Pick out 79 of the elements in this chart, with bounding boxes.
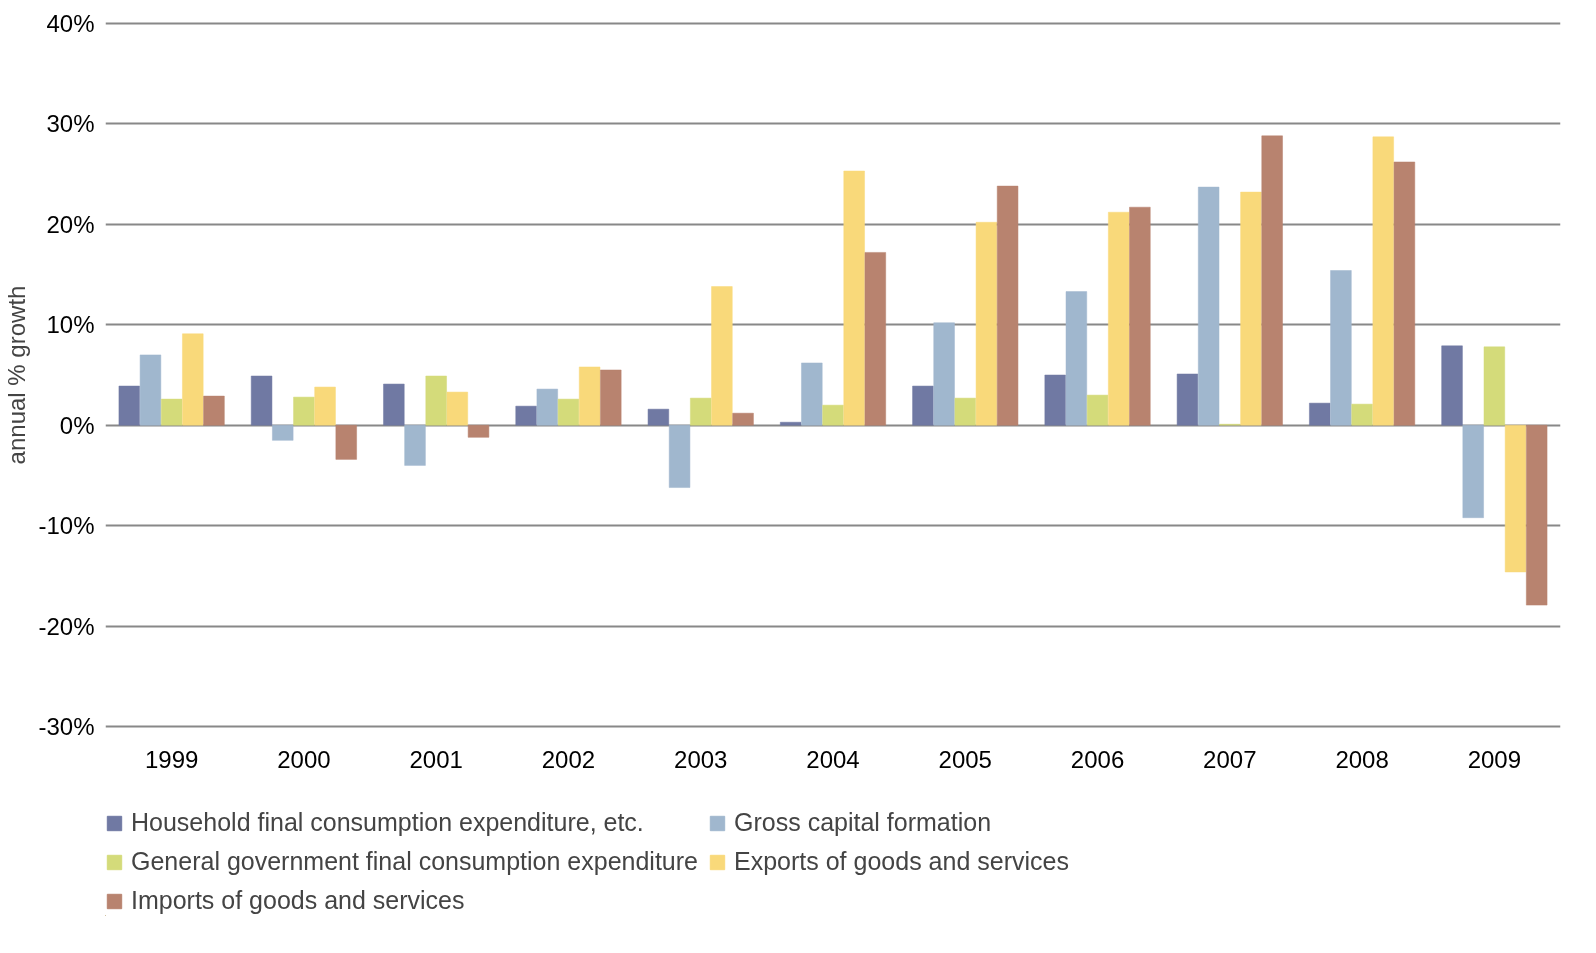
bar (1441, 345, 1463, 426)
y-tick-label: -10% (38, 512, 95, 540)
y-tick-label: -30% (38, 713, 95, 741)
bar (822, 404, 844, 426)
y-tick-label: 20% (46, 210, 95, 238)
bar (1462, 424, 1484, 518)
y-axis-title: annual % growth (3, 285, 31, 465)
bar (536, 388, 558, 426)
bar (1483, 346, 1505, 426)
bar (272, 424, 294, 441)
bar (467, 424, 490, 438)
bar (1309, 402, 1331, 426)
bar (780, 421, 802, 426)
legend-label: General government final consumption expenditure (131, 847, 699, 876)
x-tick-label: 1999 (144, 745, 199, 773)
bar (668, 424, 691, 488)
bar (864, 252, 886, 426)
bar (335, 424, 357, 460)
y-tick-label: 10% (46, 311, 95, 339)
bar (954, 397, 976, 426)
bar (843, 170, 865, 426)
bar (515, 405, 537, 426)
x-tick-label: 2004 (806, 745, 860, 773)
bar (314, 386, 336, 426)
bar (446, 391, 468, 426)
bar (1351, 403, 1373, 426)
bar (1504, 424, 1527, 573)
bar (1198, 186, 1220, 426)
bar (139, 354, 162, 426)
bar (118, 385, 140, 426)
y-tick-label: 40% (46, 9, 95, 37)
x-tick-label: 2001 (409, 745, 463, 773)
bar (711, 286, 733, 426)
bar (1065, 291, 1087, 426)
bar (732, 412, 754, 426)
bar (1240, 191, 1262, 426)
legend-label: Household final consumption expenditure, etc. (131, 808, 644, 837)
bar (1372, 136, 1394, 426)
bar (250, 375, 273, 426)
bar (1330, 270, 1352, 426)
bar (933, 322, 955, 426)
bar (690, 397, 712, 426)
bar (1044, 374, 1066, 426)
bar (912, 385, 934, 426)
bar (579, 366, 601, 426)
x-tick-label: 2005 (938, 745, 992, 773)
bar (801, 362, 823, 426)
x-tick-label: 2007 (1203, 745, 1257, 773)
bar (557, 398, 580, 426)
bar (293, 396, 315, 426)
bar (1176, 373, 1199, 426)
x-tick-label: 2002 (541, 745, 596, 773)
x-tick-label: 2000 (277, 745, 331, 773)
x-tick-label: 2006 (1070, 745, 1125, 773)
bar (1108, 211, 1130, 426)
bar (404, 424, 426, 466)
x-tick-label: 2009 (1467, 745, 1522, 773)
y-tick-label: 30% (46, 110, 95, 138)
legend-label: Imports of goods and services (131, 886, 465, 915)
bar (203, 395, 225, 426)
bar (1086, 394, 1109, 426)
bar (996, 185, 1019, 426)
bar (600, 369, 622, 426)
bar (975, 222, 998, 426)
bar (1526, 424, 1548, 606)
bar (1261, 135, 1283, 426)
bar (425, 375, 447, 426)
bar (1129, 206, 1151, 426)
bar (161, 398, 183, 426)
x-tick-label: 2008 (1335, 745, 1389, 773)
bar (383, 383, 405, 426)
legend-label: Exports of goods and services (734, 847, 1069, 876)
y-tick-label: -20% (38, 612, 95, 640)
bar (182, 333, 204, 426)
bar (1393, 161, 1416, 426)
bar (647, 408, 670, 426)
legend-label: Gross capital formation (734, 808, 992, 837)
x-tick-label: 2003 (674, 745, 728, 773)
y-tick-label: 0% (59, 411, 95, 439)
